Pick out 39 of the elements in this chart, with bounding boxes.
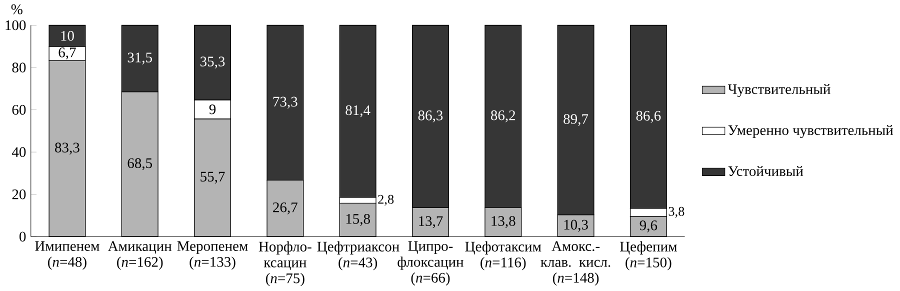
y-tick-label: 80 — [12, 62, 26, 73]
data-label: 73,3 — [273, 97, 298, 109]
x-tick-label: Норфло-ксацин (n=75) — [258, 242, 312, 286]
data-label: 83,3 — [55, 142, 80, 155]
data-label: 10,3 — [564, 220, 588, 232]
data-label: 6,7 — [58, 48, 76, 60]
x-tick-label: Меропенем (n=133) — [177, 242, 248, 270]
x-tick-label: Амикацин (n=162) — [108, 242, 172, 270]
data-label: 26,7 — [273, 202, 298, 215]
data-label: 3,8 — [668, 207, 684, 218]
data-label: 2,8 — [378, 195, 394, 206]
legend-label: Чувствительный — [728, 84, 830, 98]
x-tick-label: Цефепим (n=150) — [620, 242, 677, 271]
y-tick-label: 100 — [6, 20, 26, 30]
data-label: 68,5 — [128, 158, 152, 170]
data-label: 13,7 — [419, 216, 443, 228]
data-label: 89,7 — [564, 114, 588, 126]
y-tick-label: 60 — [12, 105, 26, 115]
data-label: 35,3 — [200, 56, 225, 69]
y-tick-label: 0 — [20, 232, 26, 242]
data-label: 86,2 — [490, 110, 516, 123]
data-label: 86,6 — [636, 111, 661, 123]
legend-label: Умеренно чувствительный — [728, 125, 894, 138]
y-axis-title: % — [11, 4, 22, 14]
data-label: 13,8 — [492, 216, 516, 228]
y-tick-label: 40 — [12, 147, 26, 158]
y-tick-label: 20 — [12, 190, 26, 200]
legend-label: Устойчивый — [728, 166, 804, 176]
data-label: 81,4 — [346, 106, 370, 118]
data-label: 9 — [209, 104, 216, 114]
data-label: 31,5 — [128, 52, 152, 65]
x-tick-label: Амокс.-клав. кисл. (n=148) — [540, 242, 610, 286]
data-label: 9,6 — [640, 220, 658, 233]
x-tick-label: Цефотаксим (n=116) — [465, 242, 542, 271]
data-label: 10 — [61, 31, 74, 41]
x-tick-label: Имипенем (n=48) — [35, 242, 100, 270]
data-label: 55,7 — [200, 172, 225, 184]
data-label: 15,8 — [346, 214, 370, 226]
data-label: 86,3 — [418, 110, 443, 123]
